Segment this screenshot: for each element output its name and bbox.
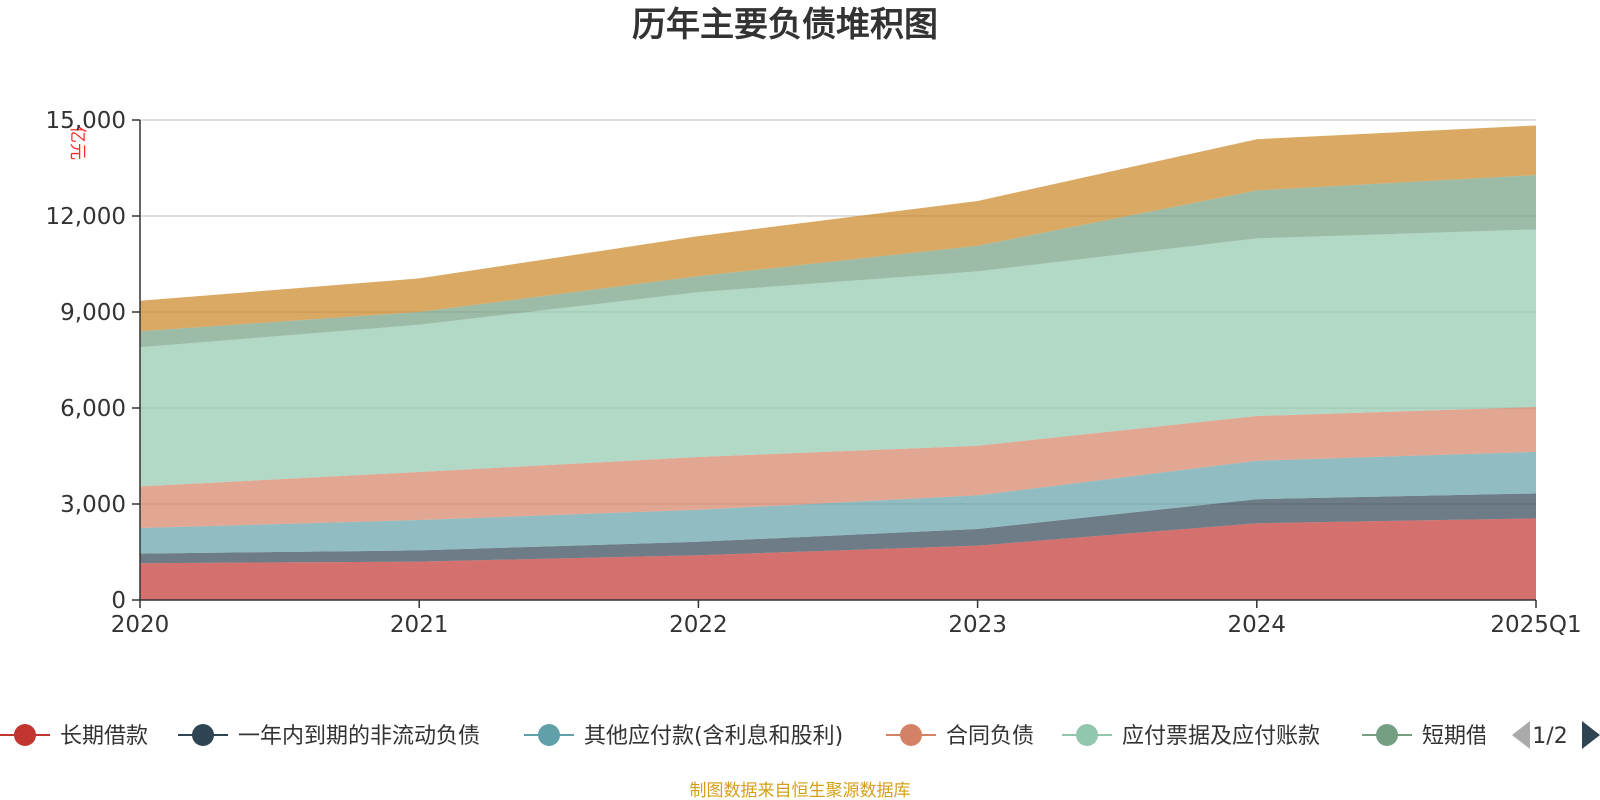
legend-marker-icon	[538, 724, 560, 746]
y-tick-label: 6,000	[60, 396, 126, 422]
x-axis-ticks: 2020 2021 2022 2023 2024 2025Q1	[111, 600, 1582, 638]
legend-marker-icon	[14, 724, 36, 746]
legend-marker-icon	[192, 724, 214, 746]
y-tick-label: 3,000	[60, 492, 126, 518]
x-tick-label: 2021	[390, 612, 449, 638]
legend-item[interactable]: 其他应付款(含利息和股利)	[524, 724, 843, 749]
area-series-6	[140, 175, 1536, 348]
area-series-7	[140, 125, 1536, 332]
y-tick-label: 9,000	[60, 300, 126, 326]
legend-label: 长期借款	[60, 724, 148, 749]
legend-marker-icon	[1376, 724, 1398, 746]
legend-item[interactable]: 短期借款	[1362, 724, 1510, 749]
legend-label: 其他应付款(含利息和股利)	[584, 724, 843, 749]
legend-pager: 1/2	[1512, 721, 1600, 749]
area-series-4	[140, 407, 1536, 528]
x-tick-label: 2023	[948, 612, 1007, 638]
legend-item[interactable]: 一年内到期的非流动负债	[178, 724, 480, 749]
x-tick-label: 2025Q1	[1490, 612, 1581, 638]
y-tick-label: 12,000	[46, 204, 126, 230]
legend-next-arrow-icon[interactable]	[1582, 721, 1600, 749]
y-tick-label: 15,000	[46, 108, 126, 134]
legend-label: 一年内到期的非流动负债	[238, 724, 480, 749]
axes	[139, 120, 1536, 601]
legend-item[interactable]: 合同负债	[886, 724, 1034, 749]
legend-page-indicator: 1/2	[1532, 724, 1567, 749]
legend-prev-arrow-icon[interactable]	[1512, 721, 1530, 749]
x-tick-label: 2024	[1228, 612, 1287, 638]
area-series-3	[140, 451, 1536, 554]
x-tick-label: 2022	[669, 612, 728, 638]
y-axis-ticks: 0 3,000 6,000 9,000 12,000 15,000	[46, 108, 140, 614]
legend-marker-icon	[1076, 724, 1098, 746]
legend-marker-icon	[900, 724, 922, 746]
legend-label: 短期借款	[1422, 724, 1510, 749]
legend-item[interactable]: 应付票据及应付账款	[1062, 724, 1320, 749]
data-source-note: 制图数据来自恒生聚源数据库	[690, 781, 911, 800]
legend-label: 合同负债	[946, 724, 1034, 749]
area-series-2	[140, 493, 1536, 564]
area-series-1	[140, 518, 1536, 600]
area-series-5	[140, 229, 1536, 487]
legend-label: 应付票据及应付账款	[1122, 724, 1320, 749]
chart-title: 历年主要负债堆积图	[632, 5, 938, 45]
legend: 长期借款 一年内到期的非流动负债 其他应付款(含利息和股利) 合同负债 应付票据及应付账…	[0, 724, 1510, 749]
x-tick-label: 2020	[111, 612, 170, 638]
y-tick-label: 0	[111, 588, 126, 614]
y-axis-unit-label: 亿元	[67, 126, 87, 160]
area-series	[140, 125, 1536, 600]
legend-item[interactable]: 长期借款	[0, 724, 148, 749]
